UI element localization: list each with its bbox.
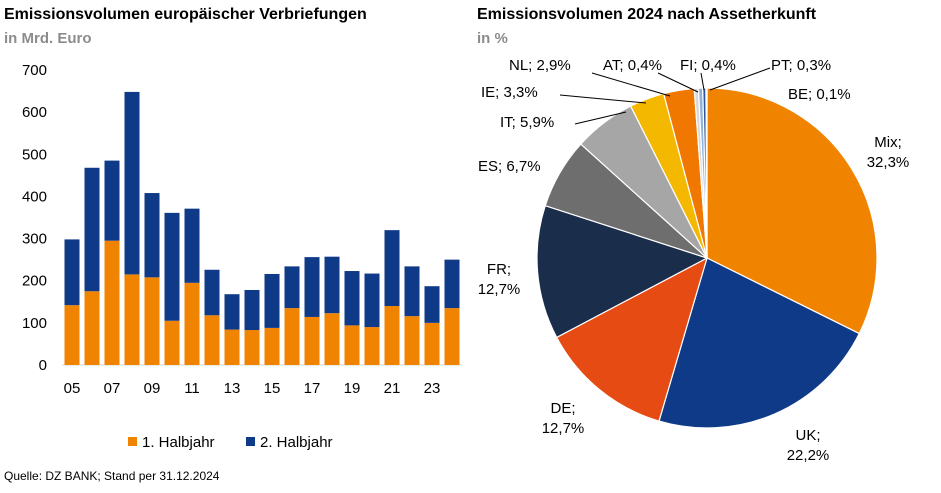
pie-slice-label: FI; 0,4%: [680, 57, 736, 74]
pie-slice-label: ES; 6,7%: [478, 158, 541, 175]
bar-segment-h2: [364, 273, 380, 328]
pie-leader-line: [709, 67, 771, 91]
y-tick-label: 500: [22, 146, 47, 163]
bar-segment-h1: [84, 291, 100, 365]
pie-slice-value: 12,7%: [478, 281, 521, 298]
pie-slice: [555, 256, 708, 422]
bar-segment-h2: [284, 266, 300, 309]
pie-slice-label: UK;: [795, 427, 820, 444]
bar-segment-h1: [424, 322, 440, 365]
bar-segment-h2: [264, 273, 280, 328]
x-tick-label: 15: [264, 380, 281, 397]
pie-slice-value: 12,7%: [542, 420, 585, 437]
bar-segment-h2: [344, 271, 360, 326]
bar-segment-h2: [244, 289, 260, 331]
pie-slice-value: 32,3%: [867, 154, 910, 171]
bar-segment-h1: [184, 282, 200, 365]
pie-slice: [706, 87, 878, 335]
bar-segment-h1: [404, 316, 420, 365]
pie-slice-label: Mix;: [874, 134, 902, 151]
bar-segment-h2: [144, 193, 160, 278]
bar-segment-h2: [64, 239, 80, 306]
x-tick-label: 21: [384, 380, 401, 397]
pie-leader-line: [700, 72, 705, 91]
bar-segment-h2: [384, 230, 400, 306]
pie-slice-value: 22,2%: [787, 447, 830, 464]
y-tick-label: 100: [22, 315, 47, 332]
y-tick-label: 0: [39, 357, 47, 374]
y-tick-label: 700: [22, 62, 47, 79]
pie-slice: [536, 204, 709, 339]
bar-segment-h2: [184, 208, 200, 283]
pie-slice-label: PT; 0,3%: [771, 57, 831, 74]
bar-segment-h2: [84, 167, 100, 292]
pie-chart-title: Emissionsvolumen 2024 nach Assetherkunft: [477, 6, 817, 23]
bar-segment-h2: [424, 286, 440, 323]
x-tick-label: 17: [304, 380, 321, 397]
pie-leader-line: [657, 72, 699, 93]
pie-slice-label: NL; 2,9%: [509, 57, 571, 74]
y-tick-label: 600: [22, 104, 47, 121]
bar-segment-h1: [344, 325, 360, 365]
x-tick-label: 09: [144, 380, 161, 397]
pie-slice-label: FR;: [487, 261, 511, 278]
bar-segment-h2: [304, 257, 320, 317]
pie-slice: [658, 257, 861, 429]
pie-leader-line: [559, 94, 647, 104]
y-tick-label: 300: [22, 231, 47, 248]
pie-leader-line: [574, 111, 627, 125]
legend-swatch: [128, 437, 137, 446]
bar-segment-h1: [124, 274, 140, 365]
bar-segment-h1: [304, 316, 320, 365]
bar-segment-h1: [224, 329, 240, 365]
bar-segment-h1: [444, 308, 460, 365]
bar-segment-h2: [164, 212, 180, 321]
pie-leader-line: [591, 72, 671, 97]
bar-segment-h2: [224, 294, 240, 330]
bar-segment-h1: [324, 313, 340, 365]
bar-segment-h1: [164, 320, 180, 365]
y-tick-label: 400: [22, 188, 47, 205]
legend-label: 2. Halbjahr: [260, 434, 333, 451]
pie-slice: [705, 87, 708, 259]
pie-chart-subtitle: in %: [477, 30, 508, 47]
x-tick-label: 05: [64, 380, 81, 397]
x-tick-label: 07: [104, 380, 121, 397]
x-tick-label: 19: [344, 380, 361, 397]
pie-slice-label: AT; 0,4%: [603, 57, 662, 74]
source-note: Quelle: DZ BANK; Stand per 31.12.2024: [4, 469, 220, 483]
pie-slice-label: DE;: [550, 400, 575, 417]
bar-segment-h2: [124, 91, 140, 275]
bar-segment-h1: [244, 330, 260, 365]
pie-slice-label: BE; 0,1%: [788, 86, 851, 103]
bar-segment-h2: [104, 160, 120, 241]
bar-segment-h1: [384, 306, 400, 365]
bar-segment-h1: [284, 308, 300, 365]
bar-segment-h1: [264, 327, 280, 365]
bar-segment-h2: [444, 259, 460, 309]
bar-segment-h2: [324, 256, 340, 314]
bar-segment-h1: [144, 277, 160, 365]
bar-segment-h2: [404, 266, 420, 317]
bar-segment-h1: [204, 315, 220, 365]
bar-chart-subtitle: in Mrd. Euro: [4, 30, 92, 47]
bar-segment-h1: [64, 305, 80, 365]
pie-slice-label: IT; 5,9%: [500, 114, 554, 131]
bar-segment-h1: [104, 240, 120, 365]
pie-slice-label: IE; 3,3%: [481, 84, 538, 101]
legend-label: 1. Halbjahr: [142, 434, 215, 451]
x-tick-label: 23: [424, 380, 441, 397]
bar-segment-h2: [204, 269, 220, 316]
bar-chart-title: Emissionsvolumen europäischer Verbriefun…: [4, 6, 367, 23]
bar-segment-h1: [364, 327, 380, 365]
x-tick-label: 11: [184, 380, 200, 397]
x-tick-label: 13: [224, 380, 241, 397]
y-tick-label: 200: [22, 273, 47, 290]
legend-swatch: [246, 437, 255, 446]
